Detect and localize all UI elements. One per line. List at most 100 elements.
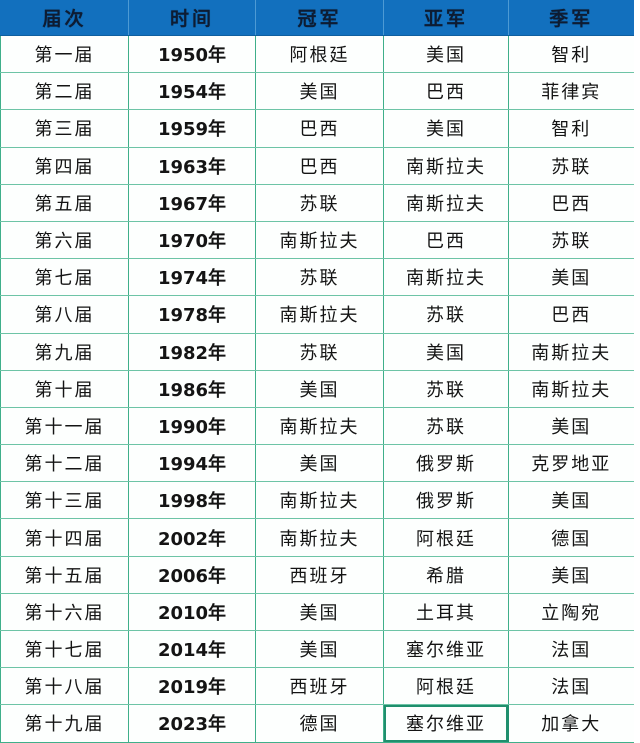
cell-year[interactable]: 1994年 bbox=[128, 444, 256, 483]
cell-year[interactable]: 1959年 bbox=[128, 109, 256, 148]
cell-year[interactable]: 1978年 bbox=[128, 295, 256, 334]
cell-edition[interactable]: 第十一届 bbox=[0, 407, 129, 446]
cell-runner-up[interactable]: 苏联 bbox=[383, 407, 509, 446]
cell-edition[interactable]: 第二届 bbox=[0, 72, 129, 111]
cell-champion[interactable]: 南斯拉夫 bbox=[255, 481, 384, 520]
cell-year[interactable]: 1974年 bbox=[128, 258, 256, 297]
cell-runner-up[interactable]: 俄罗斯 bbox=[383, 481, 509, 520]
cell-runner-up[interactable]: 苏联 bbox=[383, 295, 509, 334]
cell-champion[interactable]: 巴西 bbox=[255, 109, 384, 148]
cell-third[interactable]: 智利 bbox=[508, 109, 634, 148]
cell-runner-up[interactable]: 塞尔维亚 bbox=[383, 630, 509, 669]
cell-champion[interactable]: 苏联 bbox=[255, 333, 384, 371]
cell-third[interactable]: 克罗地亚 bbox=[508, 444, 634, 483]
cell-runner-up[interactable]: 阿根廷 bbox=[383, 518, 509, 557]
cell-third[interactable]: 智利 bbox=[508, 35, 634, 74]
cell-year[interactable]: 1954年 bbox=[128, 72, 256, 111]
cell-third[interactable]: 德国 bbox=[508, 518, 634, 557]
cell-champion[interactable]: 苏联 bbox=[255, 184, 384, 222]
cell-third[interactable]: 美国 bbox=[508, 556, 634, 594]
cell-runner-up[interactable]: 美国 bbox=[383, 109, 509, 148]
cell-year[interactable]: 1963年 bbox=[128, 147, 256, 185]
cell-edition[interactable]: 第十九届 bbox=[0, 704, 129, 743]
cell-third[interactable]: 菲律宾 bbox=[508, 72, 634, 111]
cell-edition[interactable]: 第十八届 bbox=[0, 667, 129, 706]
cell-third[interactable]: 巴西 bbox=[508, 184, 634, 222]
cell-third[interactable]: 美国 bbox=[508, 481, 634, 520]
cell-third[interactable]: 法国 bbox=[508, 667, 634, 706]
cell-edition[interactable]: 第六届 bbox=[0, 221, 129, 260]
cell-runner-up[interactable]: 塞尔维亚 bbox=[383, 704, 509, 743]
cell-edition[interactable]: 第十二届 bbox=[0, 444, 129, 483]
cell-runner-up[interactable]: 阿根廷 bbox=[383, 667, 509, 706]
cell-edition[interactable]: 第三届 bbox=[0, 109, 129, 148]
cell-third[interactable]: 美国 bbox=[508, 407, 634, 446]
cell-year[interactable]: 1998年 bbox=[128, 481, 256, 520]
cell-edition[interactable]: 第九届 bbox=[0, 333, 129, 371]
cell-runner-up[interactable]: 苏联 bbox=[383, 370, 509, 408]
cell-third[interactable]: 巴西 bbox=[508, 295, 634, 334]
cell-edition[interactable]: 第十六届 bbox=[0, 593, 129, 632]
cell-year[interactable]: 1986年 bbox=[128, 370, 256, 408]
cell-champion[interactable]: 德国 bbox=[255, 704, 384, 743]
cell-champion[interactable]: 南斯拉夫 bbox=[255, 295, 384, 334]
cell-champion[interactable]: 南斯拉夫 bbox=[255, 221, 384, 260]
cell-year[interactable]: 2019年 bbox=[128, 667, 256, 706]
cell-runner-up[interactable]: 希腊 bbox=[383, 556, 509, 594]
cell-year[interactable]: 1990年 bbox=[128, 407, 256, 446]
cell-year[interactable]: 2002年 bbox=[128, 518, 256, 557]
cell-year[interactable]: 2010年 bbox=[128, 593, 256, 632]
cell-runner-up[interactable]: 土耳其 bbox=[383, 593, 509, 632]
cell-edition[interactable]: 第一届 bbox=[0, 35, 129, 74]
cell-runner-up[interactable]: 南斯拉夫 bbox=[383, 147, 509, 185]
cell-third[interactable]: 南斯拉夫 bbox=[508, 333, 634, 371]
cell-runner-up[interactable]: 俄罗斯 bbox=[383, 444, 509, 483]
cell-edition[interactable]: 第七届 bbox=[0, 258, 129, 297]
column-header-champion[interactable]: 冠军 bbox=[255, 0, 384, 36]
cell-third[interactable]: 苏联 bbox=[508, 221, 634, 260]
cell-edition[interactable]: 第八届 bbox=[0, 295, 129, 334]
cell-champion[interactable]: 苏联 bbox=[255, 258, 384, 297]
cell-third[interactable]: 立陶宛 bbox=[508, 593, 634, 632]
cell-champion[interactable]: 美国 bbox=[255, 630, 384, 669]
cell-champion[interactable]: 美国 bbox=[255, 72, 384, 111]
cell-runner-up[interactable]: 巴西 bbox=[383, 221, 509, 260]
cell-champion[interactable]: 巴西 bbox=[255, 147, 384, 185]
cell-runner-up[interactable]: 南斯拉夫 bbox=[383, 258, 509, 297]
cell-year[interactable]: 1970年 bbox=[128, 221, 256, 260]
cell-third[interactable]: 美国 bbox=[508, 258, 634, 297]
cell-runner-up[interactable]: 美国 bbox=[383, 333, 509, 371]
cell-edition[interactable]: 第十五届 bbox=[0, 556, 129, 594]
cell-champion[interactable]: 美国 bbox=[255, 370, 384, 408]
cell-champion[interactable]: 美国 bbox=[255, 444, 384, 483]
cell-champion[interactable]: 美国 bbox=[255, 593, 384, 632]
cell-year[interactable]: 1967年 bbox=[128, 184, 256, 222]
cell-runner-up[interactable]: 巴西 bbox=[383, 72, 509, 111]
column-header-third[interactable]: 季军 bbox=[508, 0, 634, 36]
cell-champion[interactable]: 阿根廷 bbox=[255, 35, 384, 74]
cell-edition[interactable]: 第五届 bbox=[0, 184, 129, 222]
cell-year[interactable]: 2014年 bbox=[128, 630, 256, 669]
cell-champion[interactable]: 西班牙 bbox=[255, 667, 384, 706]
cell-champion[interactable]: 南斯拉夫 bbox=[255, 407, 384, 446]
column-header-year[interactable]: 时间 bbox=[128, 0, 256, 36]
cell-edition[interactable]: 第四届 bbox=[0, 147, 129, 185]
cell-year[interactable]: 1982年 bbox=[128, 333, 256, 371]
cell-edition[interactable]: 第十届 bbox=[0, 370, 129, 408]
cell-runner-up[interactable]: 南斯拉夫 bbox=[383, 184, 509, 222]
cell-edition[interactable]: 第十四届 bbox=[0, 518, 129, 557]
cell-edition[interactable]: 第十三届 bbox=[0, 481, 129, 520]
cell-third[interactable]: 苏联 bbox=[508, 147, 634, 185]
cell-year[interactable]: 2023年 bbox=[128, 704, 256, 743]
cell-third[interactable]: 加拿大 bbox=[508, 704, 634, 743]
column-header-edition[interactable]: 届次 bbox=[0, 0, 129, 36]
cell-champion[interactable]: 西班牙 bbox=[255, 556, 384, 594]
cell-third[interactable]: 法国 bbox=[508, 630, 634, 669]
cell-year[interactable]: 1950年 bbox=[128, 35, 256, 74]
column-header-runner-up[interactable]: 亚军 bbox=[383, 0, 509, 36]
cell-edition[interactable]: 第十七届 bbox=[0, 630, 129, 669]
cell-third[interactable]: 南斯拉夫 bbox=[508, 370, 634, 408]
cell-year[interactable]: 2006年 bbox=[128, 556, 256, 594]
cell-champion[interactable]: 南斯拉夫 bbox=[255, 518, 384, 557]
cell-runner-up[interactable]: 美国 bbox=[383, 35, 509, 74]
